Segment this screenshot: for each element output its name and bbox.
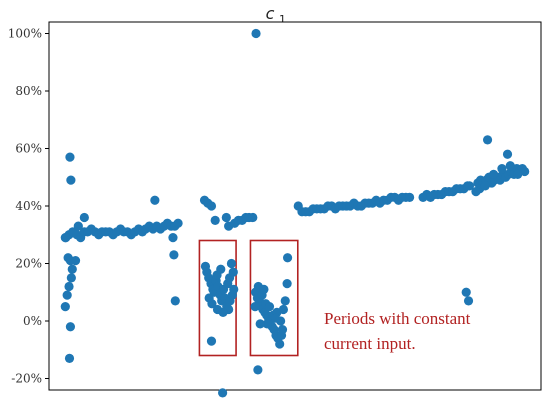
data-point bbox=[79, 212, 89, 223]
data-point bbox=[65, 152, 75, 162]
data-point bbox=[65, 322, 76, 332]
data-point bbox=[282, 253, 293, 263]
chart-title-subscript: 1 bbox=[279, 13, 286, 26]
data-point bbox=[253, 365, 263, 375]
data-point bbox=[520, 166, 530, 177]
data-point bbox=[218, 388, 228, 398]
data-point bbox=[64, 353, 75, 363]
data-point bbox=[280, 296, 290, 306]
y-tick-label: 80% bbox=[15, 84, 42, 98]
y-tick-label: 20% bbox=[15, 257, 42, 271]
data-point bbox=[210, 215, 220, 225]
data-point bbox=[264, 302, 275, 312]
highlight-boxes bbox=[198, 239, 299, 357]
data-point bbox=[228, 267, 238, 277]
data-point bbox=[255, 319, 265, 329]
data-point bbox=[277, 325, 288, 335]
y-tick-label: 40% bbox=[15, 199, 42, 213]
data-point bbox=[61, 233, 71, 243]
data-point bbox=[60, 302, 70, 312]
y-tick-label: -20% bbox=[11, 372, 42, 386]
data-point bbox=[62, 290, 72, 300]
data-points bbox=[60, 28, 530, 398]
data-point bbox=[461, 287, 471, 297]
data-point bbox=[150, 195, 160, 205]
data-point bbox=[282, 279, 292, 289]
data-point bbox=[168, 233, 178, 243]
data-point bbox=[482, 135, 493, 145]
data-point bbox=[206, 336, 217, 346]
data-point bbox=[218, 307, 228, 317]
data-point bbox=[70, 256, 81, 266]
annotation-line-1: Periods with constant bbox=[324, 309, 471, 328]
y-axis: -20% 0% 20% 40% 60% 80% 100% bbox=[8, 27, 49, 386]
data-point bbox=[513, 169, 523, 179]
data-point bbox=[259, 284, 269, 294]
data-point bbox=[221, 212, 231, 223]
data-point bbox=[73, 221, 83, 231]
data-point bbox=[250, 302, 260, 312]
data-point bbox=[206, 201, 217, 211]
data-point bbox=[270, 313, 281, 323]
y-tick-label: 100% bbox=[8, 27, 42, 41]
data-point bbox=[464, 181, 475, 191]
data-point bbox=[204, 293, 214, 303]
data-point bbox=[251, 28, 261, 39]
data-point bbox=[67, 264, 77, 274]
y-tick-label: 0% bbox=[23, 314, 42, 328]
data-point bbox=[170, 296, 180, 306]
data-point bbox=[169, 250, 179, 260]
annotation: Periods with constant current input. bbox=[324, 309, 471, 353]
highlight-box bbox=[249, 239, 299, 357]
data-point bbox=[497, 164, 507, 174]
data-point bbox=[226, 258, 237, 269]
data-point bbox=[463, 296, 474, 306]
data-point bbox=[248, 212, 258, 223]
data-point bbox=[405, 192, 415, 202]
data-point bbox=[216, 264, 226, 274]
data-point bbox=[488, 169, 499, 179]
data-point bbox=[66, 273, 76, 283]
chart-title: c bbox=[266, 4, 275, 23]
annotation-line-2: current input. bbox=[324, 334, 416, 353]
highlight-box bbox=[198, 239, 237, 357]
data-point bbox=[505, 161, 515, 171]
data-point bbox=[502, 149, 513, 159]
data-point bbox=[471, 187, 481, 197]
data-point bbox=[173, 218, 183, 228]
data-point bbox=[275, 339, 285, 349]
data-point bbox=[262, 319, 272, 329]
data-point bbox=[66, 175, 76, 185]
data-point bbox=[229, 284, 239, 294]
y-tick-label: 60% bbox=[15, 142, 42, 156]
data-point bbox=[480, 181, 490, 191]
data-point bbox=[64, 281, 74, 292]
data-point bbox=[278, 304, 288, 315]
